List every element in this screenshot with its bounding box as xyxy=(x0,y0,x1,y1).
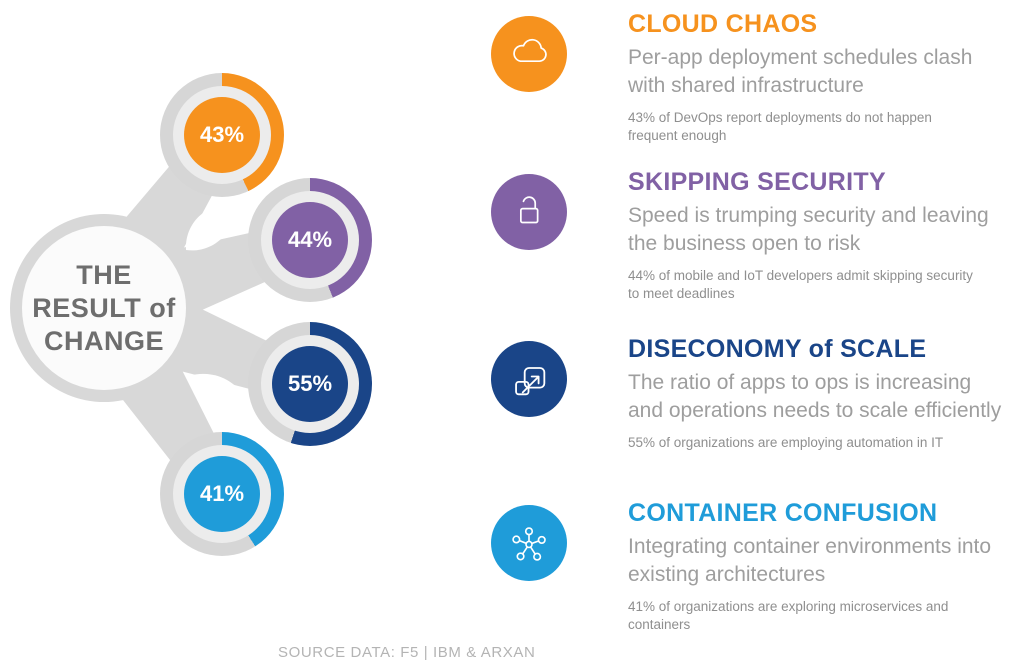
section-title: SKIPPING SECURITY xyxy=(628,168,886,196)
donut-container-confusion: 41% xyxy=(160,432,284,556)
hub-connector-graphic xyxy=(10,123,317,505)
section-subtitle: The ratio of apps to ops is increasing a… xyxy=(628,371,1002,422)
donut-percent-label: 55% xyxy=(287,371,333,396)
section-detail: 55% of organizations are employing autom… xyxy=(628,435,944,450)
section-text: SKIPPING SECURITY Speed is trumping secu… xyxy=(628,168,1024,303)
section-text: CLOUD CHAOS Per-app deployment schedules… xyxy=(628,10,1024,145)
web-notch-1 xyxy=(185,207,231,251)
donut-skipping-security: 44% xyxy=(248,178,372,302)
donut-gap-ring: 41% xyxy=(173,445,271,543)
donut-gap-ring: 43% xyxy=(173,86,271,184)
section-title: DISECONOMY of SCALE xyxy=(628,335,927,363)
donut-core: 55% xyxy=(272,346,348,422)
section-subtitle: Per-app deployment schedules clash with … xyxy=(628,46,973,97)
cloud-icon xyxy=(491,16,567,92)
donut-percent-label: 41% xyxy=(199,481,245,506)
section-subtitle: Speed is trumping security and leaving t… xyxy=(628,204,989,255)
section-title: CONTAINER CONFUSION xyxy=(628,499,938,527)
web-notch-3 xyxy=(189,374,246,419)
section-skipping-security: SKIPPING SECURITY Speed is trumping secu… xyxy=(491,168,1024,303)
donut-percent-label: 43% xyxy=(199,122,245,147)
source-note: SOURCE DATA: F5 | IBM & ARXAN xyxy=(278,644,536,661)
donut-core: 41% xyxy=(184,456,260,532)
section-title: CLOUD CHAOS xyxy=(628,10,818,38)
section-cloud-chaos: CLOUD CHAOS Per-app deployment schedules… xyxy=(491,10,1024,145)
section-diseconomy-of-scale: DISECONOMY of SCALE The ratio of apps to… xyxy=(491,335,1024,452)
section-detail: 43% of DevOps report deployments do not … xyxy=(628,110,932,143)
section-detail: 41% of organizations are exploring micro… xyxy=(628,599,949,632)
donut-diseconomy-of-scale: 55% xyxy=(248,322,372,446)
network-icon xyxy=(491,505,567,581)
hub-inner-circle xyxy=(22,226,186,390)
lock-icon xyxy=(491,174,567,250)
section-detail: 44% of mobile and IoT developers admit s… xyxy=(628,268,973,301)
donut-cloud-chaos: 43% xyxy=(160,73,284,197)
section-text: DISECONOMY of SCALE The ratio of apps to… xyxy=(628,335,1024,452)
section-subtitle: Integrating container environments into … xyxy=(628,535,992,586)
section-text: CONTAINER CONFUSION Integrating containe… xyxy=(628,499,1024,634)
scale-icon xyxy=(491,341,567,417)
donut-gap-ring: 44% xyxy=(261,191,359,289)
web-notch-2 xyxy=(221,292,286,328)
donut-gap-ring: 55% xyxy=(261,335,359,433)
donut-core: 44% xyxy=(272,202,348,278)
donut-core: 43% xyxy=(184,97,260,173)
section-container-confusion: CONTAINER CONFUSION Integrating containe… xyxy=(491,499,1024,634)
donut-percent-label: 44% xyxy=(287,227,333,252)
hub-title: THE RESULT of CHANGE xyxy=(32,260,176,356)
